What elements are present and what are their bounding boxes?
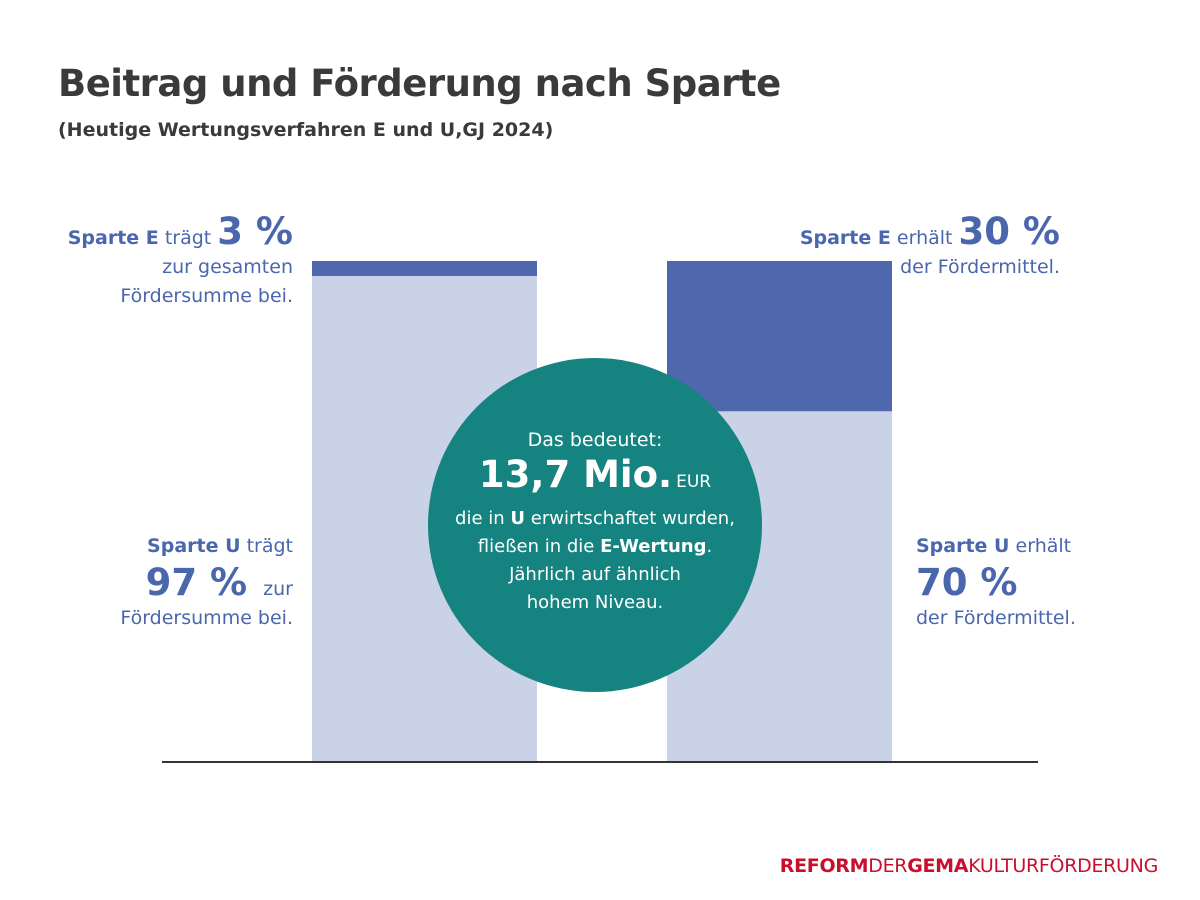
circle-unit: EUR (676, 472, 712, 492)
label-left-sparte-u: Sparte U trägt 97 % zur Fördersumme bei. (33, 532, 293, 633)
label-left-e-line2: zur gesamten (162, 256, 293, 278)
circle-line3: die in U erwirtschaftet wurden, (428, 505, 762, 533)
circle-l4-post: . (706, 536, 713, 557)
brand-logo: REFORMDERGEMAKULTURFÖRDERUNG (779, 855, 1159, 877)
info-circle: Das bedeutet: 13,7 Mio. EUR die in U erwi… (428, 358, 762, 692)
bar-f-rderung-sparte-e (667, 261, 892, 412)
label-left-u-value: 97 % (145, 561, 248, 604)
bar-beitrag-sparte-e (312, 261, 537, 277)
brand-part-3: GEMA (907, 855, 969, 877)
label-right-e-name: Sparte E (799, 227, 891, 249)
circle-l3-pre: die in (455, 508, 505, 529)
circle-line4: fließen in die E-Wertung. (428, 533, 762, 561)
label-left-u-name: Sparte U (147, 535, 241, 557)
brand-part-4: KULTURFÖRDERUNG (968, 855, 1158, 877)
label-right-e-value: 30 % (958, 210, 1060, 253)
circle-l3-bold: U (510, 508, 526, 529)
circle-intro: Das bedeutet: (527, 429, 663, 451)
label-right-e-line2: der Fördermittel. (900, 256, 1060, 278)
circle-line6: hohem Niveau. (526, 592, 664, 613)
label-left-sparte-e: Sparte E trägt 3 % zur gesamten Fördersu… (33, 213, 293, 311)
label-left-u-line3: Fördersumme bei. (120, 607, 293, 629)
label-left-u-verb: trägt (246, 535, 293, 557)
circle-amount-line: 13,7 Mio. EUR (428, 452, 762, 505)
label-right-u-line3: der Fördermittel. (916, 607, 1076, 629)
circle-l4-pre: fließen in die (477, 536, 595, 557)
label-right-sparte-u: Sparte U erhält 70 % der Fördermittel. (916, 532, 1176, 633)
label-right-e-verb: erhält (896, 227, 953, 249)
label-right-sparte-e: Sparte E erhält 30 % der Fördermittel. (740, 213, 1060, 282)
circle-l4-bold: E-Wertung (600, 536, 707, 557)
brand-part-1: REFORM (779, 855, 869, 877)
label-left-e-verb: trägt (164, 227, 212, 249)
circle-amount: 13,7 Mio. (478, 453, 673, 496)
circle-line5: Jährlich auf ähnlich (509, 564, 681, 585)
label-left-e-name: Sparte E (67, 227, 159, 249)
label-right-u-value: 70 % (916, 561, 1018, 604)
label-right-u-name: Sparte U (916, 535, 1010, 557)
brand-part-2: DER (868, 855, 908, 877)
label-left-e-line3: Fördersumme bei. (120, 285, 293, 307)
circle-l3-post: erwirtschaftet wurden, (530, 508, 735, 529)
chart-title: Beitrag und Förderung nach Sparte (58, 62, 781, 105)
chart-subtitle: (Heutige Wertungsverfahren E und U,GJ 20… (58, 119, 554, 141)
label-left-e-value: 3 % (217, 210, 293, 253)
label-left-u-after: zur (263, 578, 293, 600)
label-right-u-verb: erhält (1015, 535, 1072, 557)
